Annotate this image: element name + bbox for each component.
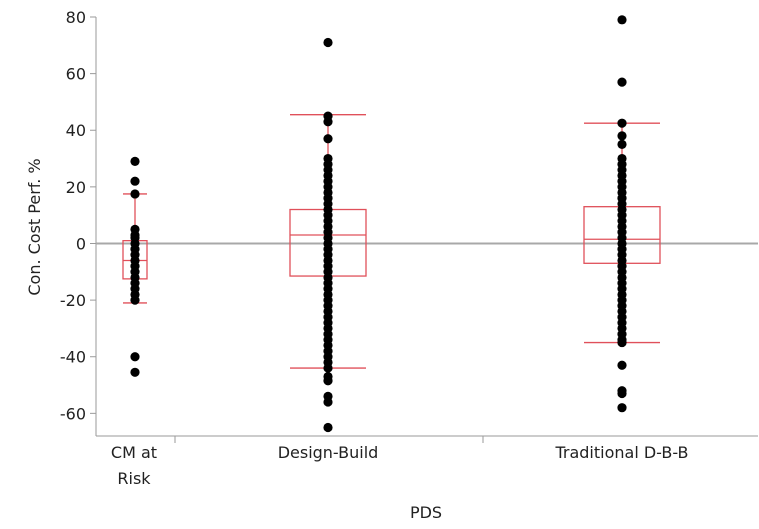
y-tick-label: 0 bbox=[76, 234, 86, 253]
data-point bbox=[323, 37, 333, 48]
data-point bbox=[617, 131, 627, 141]
x-category-label: Risk bbox=[117, 469, 151, 488]
data-point bbox=[617, 403, 627, 413]
y-axis-title: Con. Cost Perf. % bbox=[25, 158, 44, 295]
y-tick-label: -20 bbox=[60, 291, 86, 310]
data-point bbox=[130, 295, 140, 305]
data-point bbox=[323, 134, 333, 144]
data-point bbox=[130, 156, 140, 166]
data-point bbox=[130, 352, 140, 362]
x-axis-title: PDS bbox=[410, 503, 442, 522]
y-tick-label: 60 bbox=[66, 65, 86, 84]
x-category-label: Design-Build bbox=[278, 443, 379, 462]
data-point bbox=[617, 337, 627, 348]
y-tick-label: -40 bbox=[60, 348, 86, 367]
data-point bbox=[130, 367, 140, 377]
data-point bbox=[130, 176, 140, 186]
data-point bbox=[323, 376, 333, 386]
x-category-label: CM at bbox=[111, 443, 157, 462]
data-point bbox=[130, 189, 140, 199]
data-point bbox=[323, 397, 333, 407]
y-tick-label: 20 bbox=[66, 178, 86, 197]
data-point bbox=[323, 117, 333, 127]
data-point bbox=[617, 388, 627, 399]
data-point bbox=[617, 360, 627, 370]
data-point bbox=[617, 118, 627, 128]
data-point bbox=[617, 15, 627, 25]
x-category-label: Traditional D-B-B bbox=[554, 443, 688, 462]
plot-area bbox=[95, 15, 758, 437]
data-point bbox=[617, 77, 627, 87]
data-point bbox=[323, 363, 333, 373]
data-point bbox=[617, 139, 627, 149]
y-tick-label: 40 bbox=[66, 121, 86, 140]
plot-frame bbox=[96, 17, 758, 436]
data-point bbox=[323, 422, 333, 433]
y-tick-label: -60 bbox=[60, 404, 86, 423]
y-tick-label: 80 bbox=[66, 8, 86, 27]
